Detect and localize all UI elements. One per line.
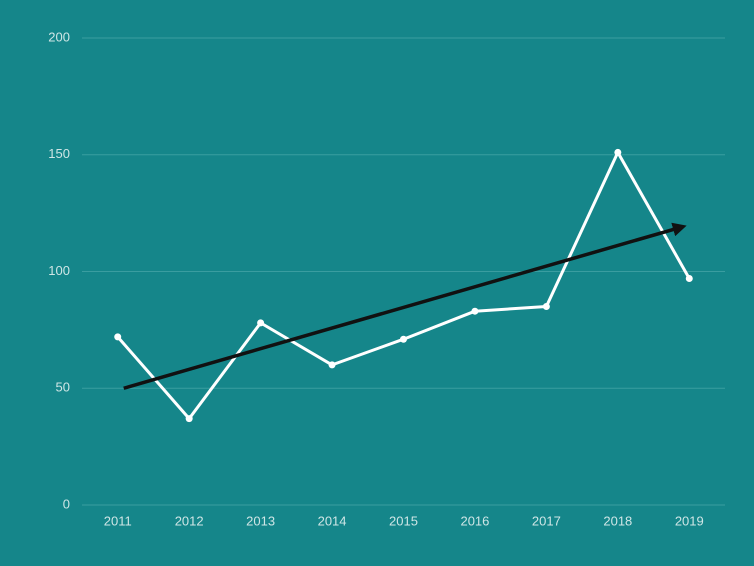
x-tick-label: 2016	[460, 513, 489, 528]
x-tick-label: 2013	[246, 513, 275, 528]
data-point	[685, 275, 693, 283]
data-point	[542, 303, 550, 311]
data-point	[400, 335, 407, 343]
y-tick-label: 0	[63, 496, 70, 511]
data-point	[328, 361, 336, 369]
x-tick-label: 2012	[175, 513, 204, 528]
data-point	[185, 415, 193, 423]
trend-arrow	[123, 222, 687, 390]
x-tick-label: 2017	[532, 513, 561, 528]
x-tick-label: 2018	[603, 513, 632, 528]
x-tick-label: 2011	[104, 513, 132, 528]
y-tick-label: 150	[48, 146, 70, 161]
data-point	[471, 307, 479, 315]
y-tick-label: 50	[56, 380, 70, 395]
data-point	[257, 319, 265, 327]
x-tick-label: 2019	[675, 513, 704, 528]
data-point	[114, 333, 122, 341]
y-tick-label: 200	[48, 29, 70, 44]
data-point	[614, 148, 622, 156]
x-tick-label: 2014	[318, 513, 347, 528]
x-tick-label: 2015	[389, 513, 418, 528]
y-tick-label: 100	[48, 263, 70, 278]
